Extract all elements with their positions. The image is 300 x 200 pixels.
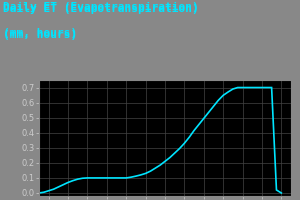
Text: (mm, hours): (mm, hours) bbox=[3, 30, 77, 40]
Text: Daily ET (Evapotranspiration): Daily ET (Evapotranspiration) bbox=[3, 2, 199, 12]
Text: (mm, hours): (mm, hours) bbox=[3, 28, 77, 38]
Text: Daily ET (Evapotranspiration): Daily ET (Evapotranspiration) bbox=[3, 4, 199, 14]
